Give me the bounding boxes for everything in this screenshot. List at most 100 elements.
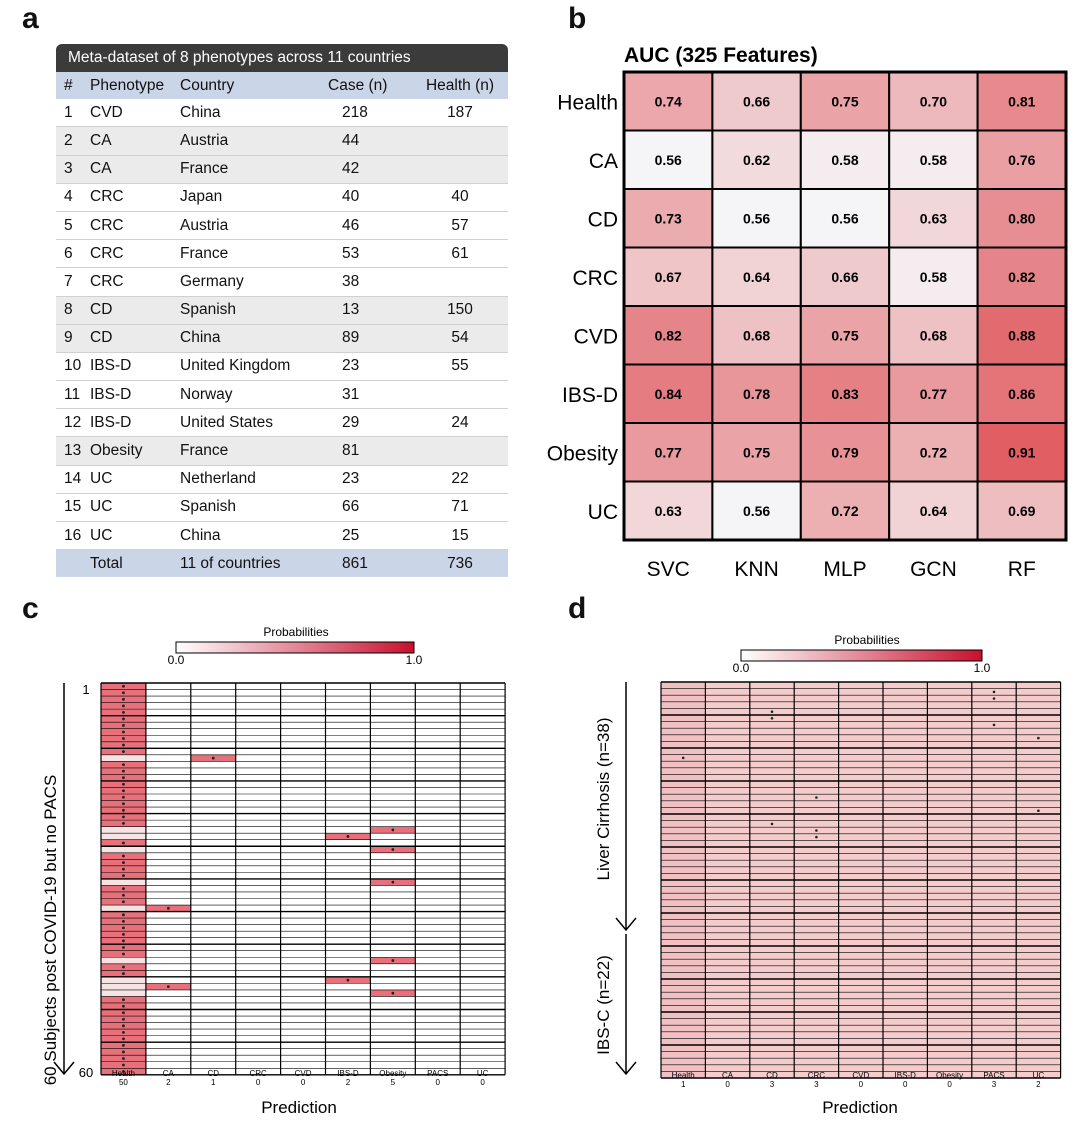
prediction-count-label: 5 xyxy=(391,1078,396,1087)
probability-cell xyxy=(883,853,928,861)
probability-cell xyxy=(971,741,1017,748)
probability-cell xyxy=(883,860,928,867)
row-country: United Kingdom xyxy=(180,357,291,375)
probability-cell xyxy=(794,748,839,755)
probability-cell xyxy=(971,1005,1017,1012)
probability-cell xyxy=(705,939,750,946)
probability-cell xyxy=(1016,748,1061,755)
auc-value-label: 0.67 xyxy=(655,269,682,285)
prediction-marker xyxy=(122,730,125,734)
prediction-marker xyxy=(122,933,125,936)
probability-cell xyxy=(101,878,146,886)
probability-cell xyxy=(927,919,972,927)
prediction-column-label: Obesity xyxy=(379,1069,406,1078)
row-index: 13 xyxy=(64,442,82,460)
prediction-marker xyxy=(122,684,125,688)
x-axis-label-c: Prediction xyxy=(261,1098,337,1117)
probability-cell xyxy=(749,748,795,755)
probability-cell xyxy=(794,787,839,795)
probability-cell xyxy=(661,959,706,966)
probability-cell xyxy=(101,846,146,853)
probability-cell xyxy=(661,708,706,715)
auc-cell xyxy=(623,363,714,424)
probability-cell xyxy=(661,840,706,847)
probability-cell xyxy=(1016,708,1061,715)
probability-cell xyxy=(838,939,883,946)
probability-cell xyxy=(749,840,795,847)
probability-cell xyxy=(838,866,883,874)
probability-cell xyxy=(883,787,928,795)
prediction-marker xyxy=(122,704,125,708)
probability-cell xyxy=(838,985,883,993)
prediction-column-label: CRC xyxy=(808,1071,826,1080)
probability-cell xyxy=(1016,1071,1061,1078)
probability-cell xyxy=(661,946,706,953)
probability-cell xyxy=(705,873,750,880)
probability-cell xyxy=(927,787,972,795)
probability-cell xyxy=(927,873,972,880)
prediction-marker xyxy=(122,1030,125,1034)
probability-cell xyxy=(661,939,706,946)
prediction-marker xyxy=(346,835,350,838)
probability-cell xyxy=(1016,721,1061,729)
probability-cell xyxy=(838,913,883,920)
prediction-marker xyxy=(992,690,996,694)
probability-cell xyxy=(927,814,972,821)
panel-letter-b: b xyxy=(568,2,587,35)
probability-cell xyxy=(927,913,972,920)
prediction-marker xyxy=(346,978,350,982)
probability-cell xyxy=(661,893,706,900)
probability-cell xyxy=(838,794,883,801)
probability-cell xyxy=(1016,1051,1061,1059)
row-case: 66 xyxy=(342,498,360,516)
probability-cell xyxy=(661,728,706,735)
probability-cell xyxy=(705,985,750,993)
probability-cell xyxy=(883,1025,928,1032)
probability-cell xyxy=(971,1045,1017,1052)
prediction-marker xyxy=(122,821,125,825)
probability-cell xyxy=(794,814,839,821)
probability-cell xyxy=(794,1012,839,1019)
probability-cell xyxy=(749,860,795,867)
table-row: 9 CD China 89 54 xyxy=(56,324,508,353)
colorbar-title-d: Probabilities xyxy=(834,633,899,647)
probability-cell xyxy=(794,1031,839,1039)
probability-cell xyxy=(883,741,928,748)
row-health: 22 xyxy=(451,470,469,488)
probability-cell xyxy=(661,979,706,986)
auc-cell xyxy=(623,71,714,132)
probability-cell xyxy=(838,1051,883,1059)
panel-letter-c: c xyxy=(22,592,39,625)
prediction-count-label: 0 xyxy=(480,1078,485,1087)
auc-value-label: 0.58 xyxy=(920,269,947,285)
probability-cell xyxy=(661,1064,706,1072)
probability-cell xyxy=(927,952,972,960)
column-label: SVC xyxy=(647,558,690,581)
probability-cell xyxy=(927,708,972,715)
probability-cell xyxy=(971,860,1017,867)
probability-cell xyxy=(661,814,706,821)
probability-cell xyxy=(927,682,972,689)
row-case: 13 xyxy=(342,301,360,319)
row-health: 71 xyxy=(451,498,469,516)
probability-cell xyxy=(883,794,928,801)
probability-cell xyxy=(927,833,972,841)
probability-cell xyxy=(794,695,839,702)
probability-cell xyxy=(661,767,706,775)
probability-cell xyxy=(705,952,750,960)
probability-cell xyxy=(794,847,839,854)
prediction-marker xyxy=(122,893,125,897)
probability-cell xyxy=(794,734,839,742)
probability-cell xyxy=(705,1071,750,1078)
probability-cell xyxy=(838,998,883,1006)
probability-cell xyxy=(749,985,795,993)
probability-cell xyxy=(749,1071,795,1078)
probability-cell xyxy=(705,1051,750,1059)
header-health: Health (n) xyxy=(425,76,495,94)
probability-cell xyxy=(794,820,839,828)
row-phenotype: Obesity xyxy=(90,442,143,460)
probability-cell xyxy=(749,787,795,795)
prediction-count-label: 0 xyxy=(436,1078,441,1087)
prediction-marker xyxy=(122,691,125,695)
probability-cell xyxy=(1016,1064,1061,1072)
